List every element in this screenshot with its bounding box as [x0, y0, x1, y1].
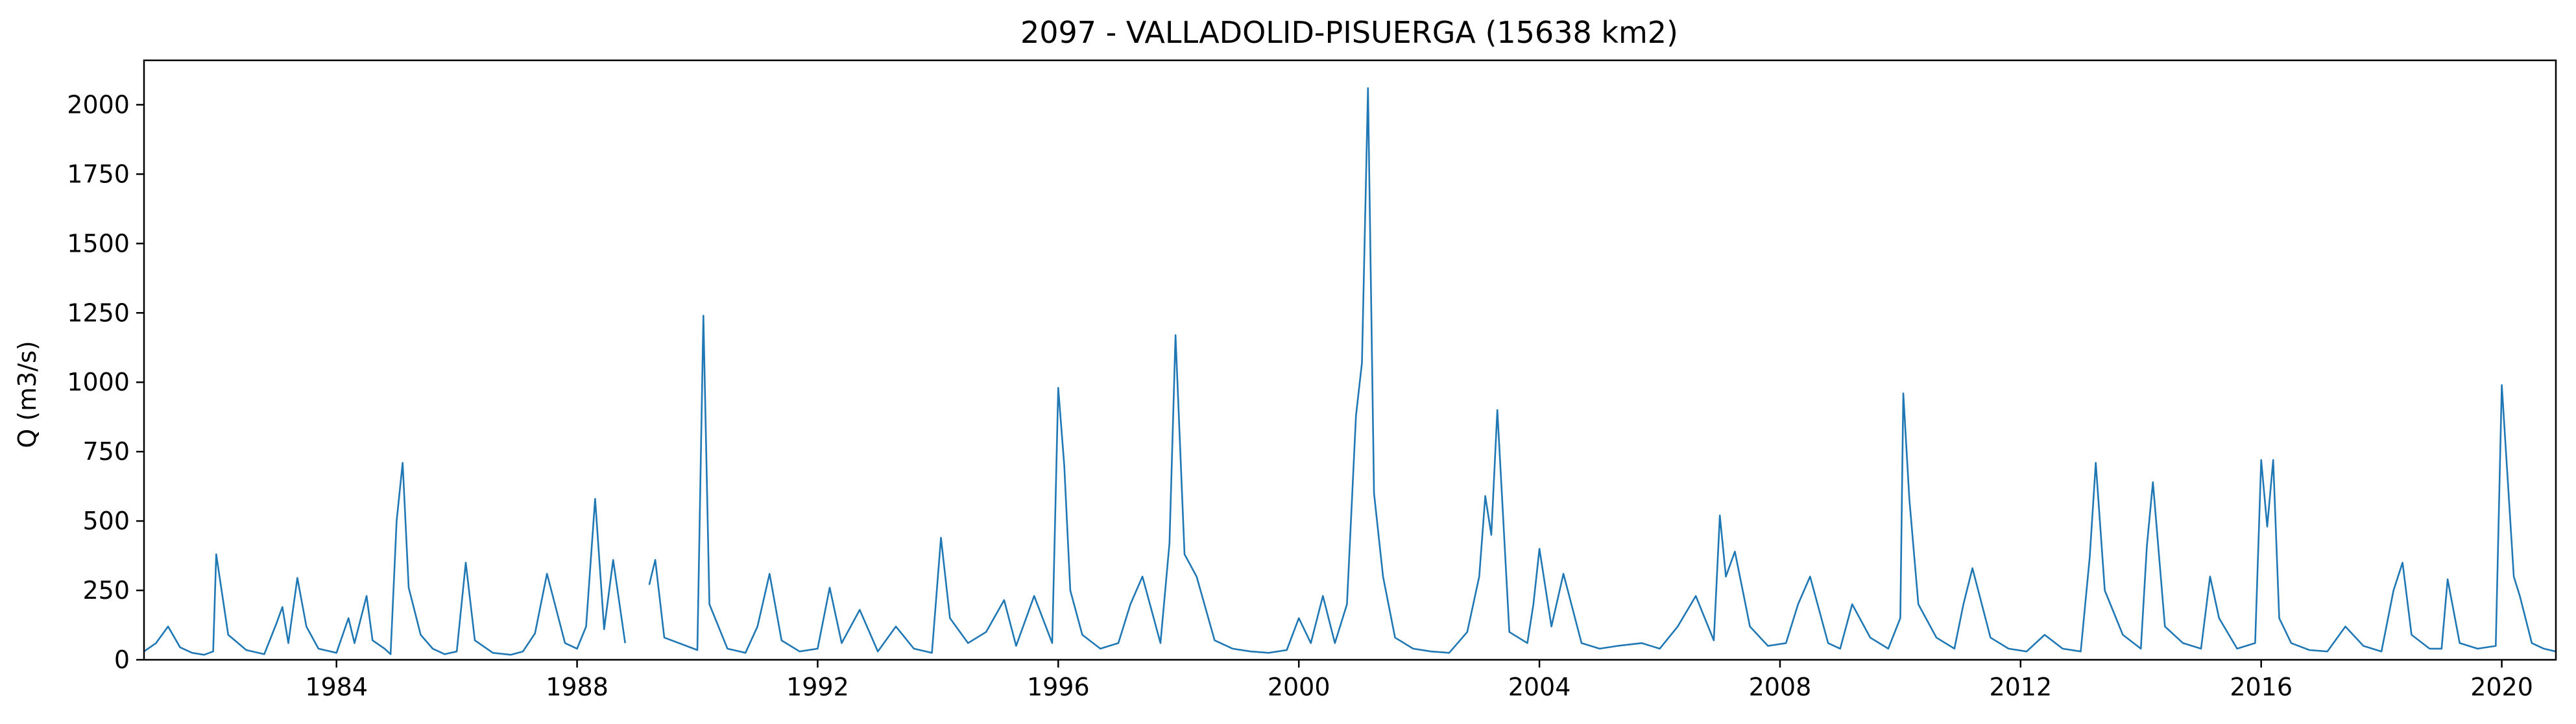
- x-axis: 1984 1988 1992 1996 2000 2004 2008 2012 2016 2020: [305, 660, 2533, 701]
- y-tick-label: 250: [82, 576, 130, 605]
- x-tick-label: 1984: [305, 673, 368, 701]
- x-tick-label: 2020: [2470, 673, 2533, 701]
- x-tick-label: 2012: [1989, 673, 2052, 701]
- y-tick-label: 500: [82, 507, 130, 535]
- y-tick-label: 0: [114, 646, 130, 674]
- x-tick-label: 2016: [2230, 673, 2293, 701]
- y-tick-label: 2000: [67, 90, 130, 119]
- x-tick-label: 2004: [1508, 673, 1571, 701]
- series-line-segment: [648, 87, 2557, 654]
- series-layer: [143, 87, 2557, 656]
- x-tick-label: 1992: [786, 673, 849, 701]
- chart-title: 2097 - VALLADOLID-PISUERGA (15638 km2): [1020, 15, 1678, 50]
- x-tick-label: 2000: [1268, 673, 1330, 701]
- plot-frame: [143, 59, 2557, 661]
- y-tick-label: 1250: [67, 298, 130, 327]
- y-axis: 0 250 500 750 1000 1250 1500 1750 2000: [67, 90, 144, 674]
- y-tick-label: 1000: [67, 368, 130, 396]
- y-tick-label: 1750: [67, 160, 130, 188]
- y-tick-label: 1500: [67, 229, 130, 258]
- x-tick-label: 2008: [1749, 673, 1812, 701]
- y-axis-label: Q (m3/s): [13, 341, 42, 448]
- y-tick-label: 750: [82, 437, 130, 466]
- x-tick-label: 1996: [1027, 673, 1090, 701]
- series-line-segment: [143, 462, 626, 656]
- x-tick-label: 1988: [546, 673, 608, 701]
